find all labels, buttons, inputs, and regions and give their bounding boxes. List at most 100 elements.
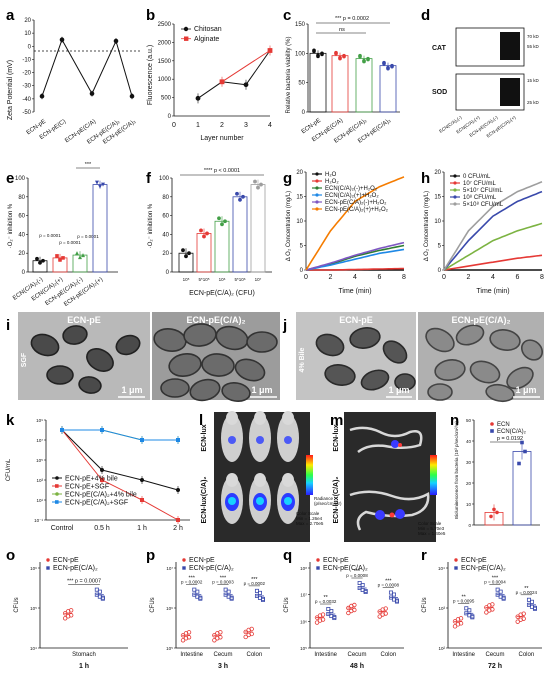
f-yt-tick: 40: [162, 232, 169, 238]
o-legend-marker-1: [46, 566, 50, 570]
panel-e: ·O₂⁻ inhibition % 100 80 60 40 20 0 *** p = 0…: [8, 162, 118, 308]
panel-label-g: g: [283, 170, 292, 187]
q-ylabel: CFUs: [284, 597, 290, 612]
i-blobs-cell: [78, 376, 102, 394]
panel-d: CAT SOD 70 kD 55 kD 15 kD 25 kD ECN(C/A)…: [432, 27, 540, 139]
k-yt-tick: 10⁹: [36, 418, 43, 423]
g-ylabel: Δ O₂ Concentration (mg/L): [286, 191, 292, 261]
g-xt-label: 0: [304, 274, 308, 281]
c-point: [362, 59, 366, 64]
f-point: [220, 222, 224, 227]
n-legend-marker-coated: [490, 429, 494, 433]
j-blobs-cell: [434, 359, 466, 381]
o-time: 1 h: [79, 663, 89, 670]
h-series-line: [443, 254, 543, 271]
p-sig-p: p = 0.0003: [212, 580, 234, 585]
k-yt-tick: 10³: [36, 478, 43, 483]
q-point-coated: [394, 599, 399, 604]
panel-label-n: n: [450, 412, 459, 429]
f-point: [259, 182, 263, 187]
panel-label-m: m: [330, 412, 343, 429]
l-colorscale: Color Scale: [296, 511, 320, 516]
r-sig-p: p = 0.0024: [516, 590, 538, 595]
i-blobs-cell: [201, 353, 235, 377]
k-point: [176, 438, 180, 442]
r-sig-stars: **: [524, 586, 529, 592]
k-legend-marker: [55, 500, 59, 504]
p-legend-label-1: ECN-pE(C/A)₂: [189, 565, 234, 572]
p-group-pE: [243, 626, 254, 640]
k-series-line: [61, 429, 179, 491]
p-ytick: 10⁵: [166, 646, 173, 651]
l-units: (p/sec/cm²/sr): [314, 501, 342, 506]
f-xlabel: ECN-pE(C/A)₂ (CFU): [189, 290, 255, 297]
e-ylabel: ·O₂⁻ inhibition %: [8, 203, 14, 248]
panel-k: CFU/mL 10⁹ 10⁷ 10⁵ 10³ 10¹ 10⁻¹ ECN-pE+4% bil…: [6, 418, 190, 532]
h-xt-label: 8: [540, 274, 544, 281]
c-bar: [355, 58, 373, 113]
e-point: [95, 180, 99, 185]
r-group-coated: [464, 606, 475, 620]
c-point: [334, 51, 338, 56]
panel-label-f: f: [146, 170, 152, 187]
e-sig-1: p = 0.0001: [39, 233, 61, 238]
panel-label-p: p: [146, 547, 155, 564]
f-point: [238, 197, 242, 202]
q-group-coated: [357, 581, 368, 595]
f-point: [235, 191, 239, 196]
i-blobs-cell: [160, 378, 190, 398]
p-point-coated: [229, 596, 234, 601]
b-point-alginate: [267, 48, 273, 53]
i-blobs-cell: [189, 378, 221, 402]
k-point: [100, 478, 104, 482]
o-group-pE: [62, 608, 74, 621]
r-ytick: 10³: [438, 606, 445, 611]
r-ylabel: CFUs: [422, 597, 428, 612]
q-ytick: 10⁷: [300, 593, 307, 598]
q-point-coated: [357, 581, 362, 586]
g-yt-tick: 0: [300, 268, 304, 274]
l-signal-core: [284, 497, 292, 505]
n-bar: [512, 451, 532, 526]
e-yt-tick: 100: [15, 176, 26, 182]
q-point-coated: [332, 616, 337, 621]
g-legend-marker: [315, 200, 319, 204]
q-group-coated: [388, 590, 399, 604]
k-yt-tick: 10⁷: [36, 438, 43, 443]
panel-label-k: k: [6, 412, 15, 429]
e-bar: [92, 184, 108, 273]
o-ylabel: CFUs: [14, 597, 20, 612]
a-yt-tick: -20: [22, 71, 31, 77]
g-xlabel: Time (min): [338, 288, 371, 295]
q-sig-p: p = 0.0032: [315, 599, 337, 604]
i-blobs-cell: [246, 331, 278, 353]
g-legend-label: ECN-pE(C/A)₂(+)+H₂O₂: [325, 207, 389, 213]
g-legend-marker: [315, 186, 319, 190]
q-ytick: 10⁶: [300, 619, 307, 624]
j-blobs-cell: [520, 339, 544, 361]
b-legend-label-alginate: Alginate: [194, 36, 219, 43]
f-xt-label: 10⁵: [183, 277, 190, 282]
f-sig: **** p < 0.0001: [204, 168, 240, 174]
n-legend-label-ecn: ECN: [497, 422, 510, 428]
k-point: [176, 518, 180, 522]
p-group-coated: [254, 588, 265, 602]
p-point-coated: [192, 587, 197, 592]
c-point: [320, 52, 324, 57]
panel-label-a: a: [6, 7, 15, 24]
j-blobs-cell: [394, 373, 416, 391]
n-point: [517, 461, 521, 466]
r-point-coated: [470, 615, 475, 620]
k-xt-label: 1 h: [137, 525, 147, 532]
n-legend-marker-ecn: [490, 422, 494, 426]
q-point-coated: [388, 590, 393, 595]
p-ylabel: CFUs: [150, 597, 156, 612]
panel-g: Δ O₂ Concentration (mg/L) 20 15 10 5 0 0 2 4 6 8…: [286, 170, 406, 295]
h-xt-label: 4: [491, 274, 495, 281]
e-point: [81, 253, 85, 258]
h-legend-label: 10⁷ CFU/mL: [463, 180, 497, 187]
a-yt-tick: -50: [22, 110, 31, 116]
